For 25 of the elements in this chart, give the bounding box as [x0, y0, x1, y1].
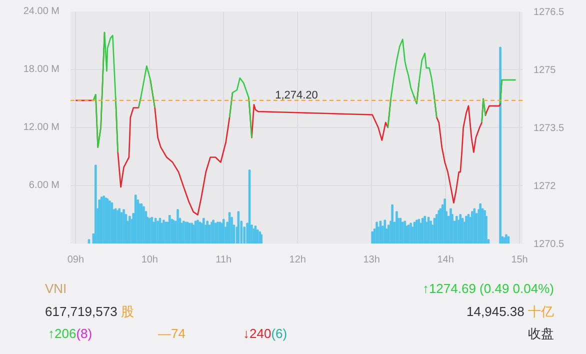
y2-tick-label: 1275 — [534, 65, 556, 76]
y-tick-label: 18.00 M — [23, 64, 60, 75]
x-tick-label: 10h — [141, 254, 158, 266]
x-tick-label: 09h — [67, 254, 84, 266]
y-tick-label: 12.00 M — [23, 122, 60, 133]
y-tick-label: 6.00 M — [28, 180, 60, 191]
x-tick-label: 13h — [363, 254, 380, 266]
x-tick-label: 14h — [437, 254, 454, 266]
y2-tick-label: 1276.5 — [534, 7, 565, 18]
x-tick-label: 11h — [216, 254, 232, 266]
text: 14,945.38 十亿 — [466, 304, 554, 319]
x-tick-label: 15h — [511, 254, 528, 266]
text: 617,719,573 股 — [45, 304, 134, 319]
text: —74 — [158, 326, 186, 341]
x-tick-label: 12h — [289, 254, 306, 266]
text: 收盘 — [528, 326, 554, 341]
y2-tick-label: 1273.5 — [534, 123, 565, 134]
text: ↑206(8) — [48, 326, 92, 341]
y-tick-label: 24.00 M — [23, 6, 60, 17]
y2-tick-label: 1270.5 — [534, 239, 565, 250]
text: ↑1274.69 (0.49 0.04%) — [422, 281, 554, 296]
ref-line-label: 1,274.20 — [275, 89, 318, 102]
text: ↓240(6) — [243, 326, 288, 341]
text: VNI — [45, 281, 67, 296]
y2-tick-label: 1272 — [534, 181, 556, 192]
